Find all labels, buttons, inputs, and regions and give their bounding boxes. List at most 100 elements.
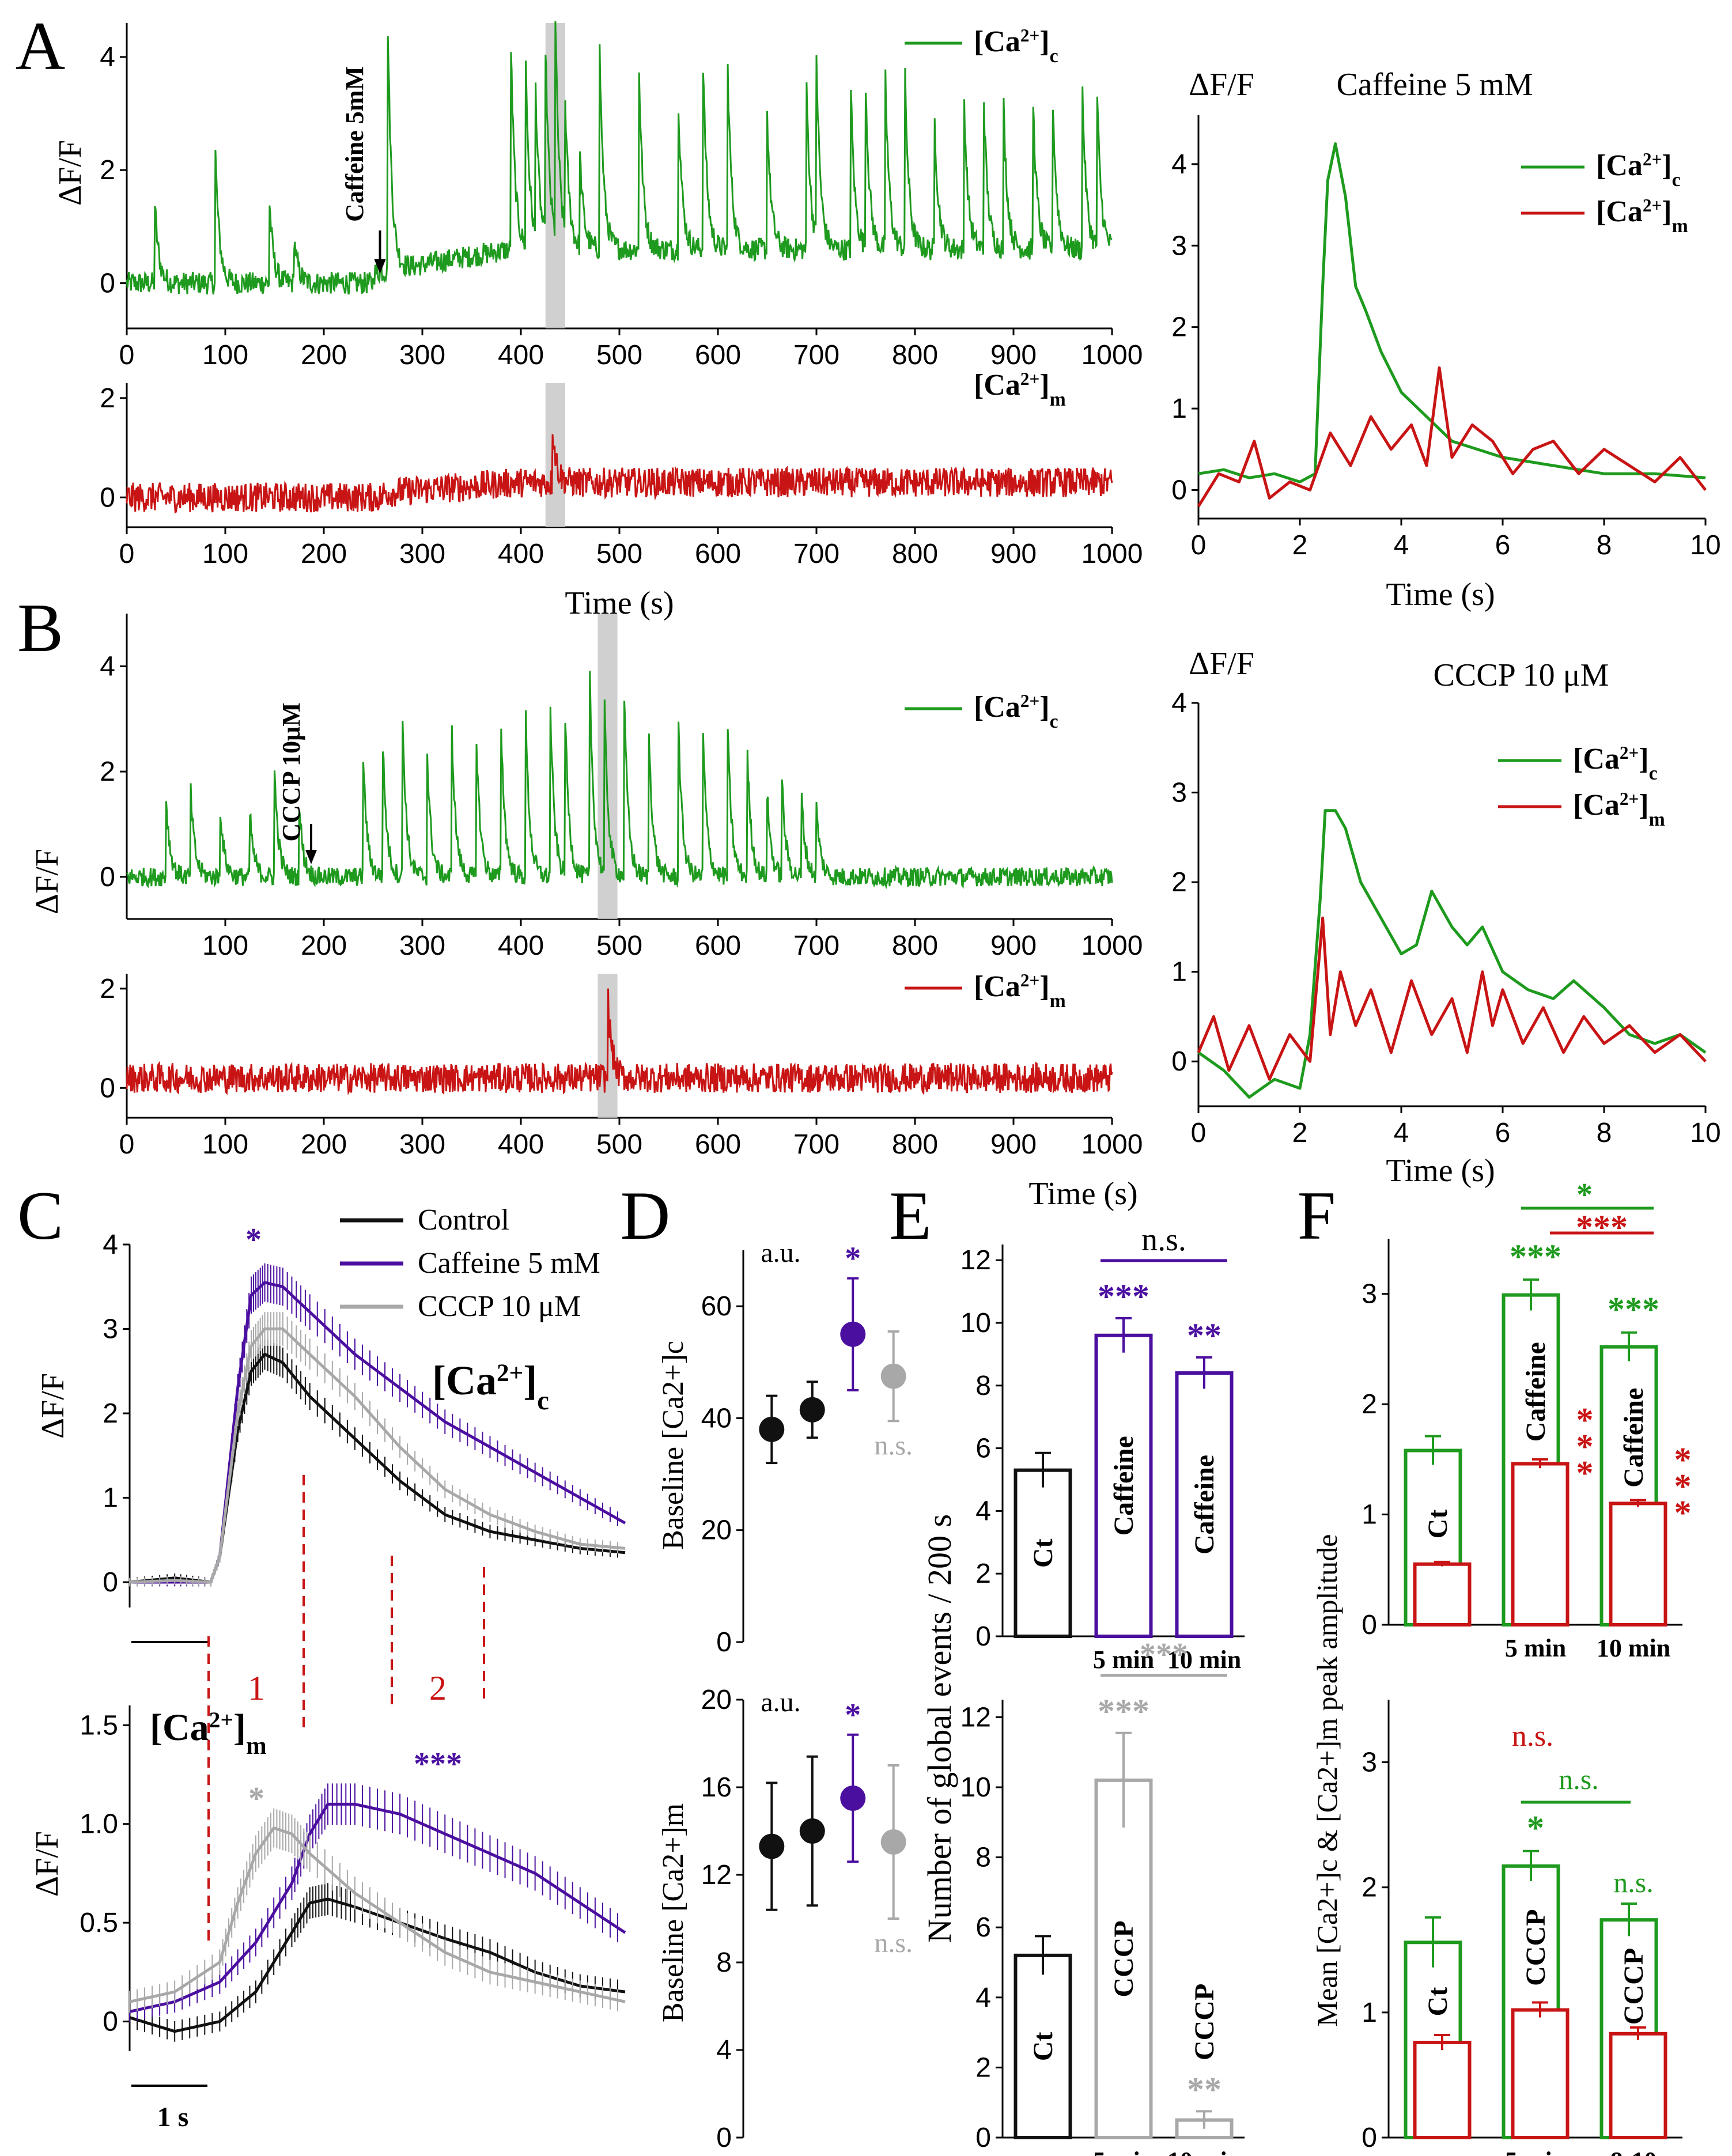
x-tick-label: 200	[301, 539, 347, 569]
x-tick-label: 300	[399, 539, 445, 569]
D-bottom-axes: 0 4 8 12 16 20 * n.s.	[701, 1685, 913, 2153]
y-tick-label: 1.5	[80, 1710, 118, 1741]
significance-mark: n.s.	[874, 1928, 913, 1958]
panel-letter-C: C	[17, 1177, 63, 1254]
zoom-series-line	[1197, 916, 1707, 1081]
y-tick-label: 1.0	[80, 1809, 118, 1840]
stim-annotation: CCCP 10μM	[277, 702, 305, 841]
bar-sublabel: 10 min	[1167, 1646, 1241, 1674]
chem-sub: c	[1672, 169, 1681, 191]
y-tick-label: 0	[1171, 1046, 1187, 1077]
group-label: Ct	[1423, 1987, 1453, 2017]
y-tick-label: 0	[100, 268, 115, 298]
chem-part: [Ca	[150, 1707, 209, 1749]
bar-label: Caffeine	[1189, 1455, 1220, 1554]
y-tick-label: 0	[716, 1627, 732, 1658]
y-tick-label: 1	[103, 1483, 118, 1514]
legend-label: [Ca2+]m	[1596, 195, 1688, 237]
chem-part: [Ca	[974, 369, 1020, 402]
group-label: CCCP	[1618, 1948, 1649, 2025]
bar-m	[1609, 1501, 1667, 1627]
F-bottom-axes: 0123CtCCCP5 min*CCCP8-10minn.s.n.s.n.s.	[1362, 1700, 1682, 2156]
significance-mark: ***	[1608, 1291, 1659, 1329]
significance-mark: n.s.	[1613, 1866, 1653, 1898]
y-tick-label: 3	[1362, 1279, 1377, 1310]
y-tick-label: 2	[1171, 312, 1187, 343]
significance-mark: *	[1576, 1401, 1594, 1439]
chem-sup: 2+	[497, 1360, 523, 1387]
unit-label: a.u.	[761, 1687, 800, 1718]
y-axis-label: Baseline [Ca2+]c	[657, 1341, 690, 1550]
trace-label: [Ca2+]c	[432, 1357, 549, 1416]
chem-sup: 2+	[1620, 743, 1639, 763]
chem-sub: m	[1050, 389, 1066, 410]
x-tick-label: 900	[990, 340, 1037, 370]
mean-trace	[129, 1826, 626, 2003]
x-tick-label: 900	[990, 931, 1037, 961]
chem-part: [Ca	[974, 25, 1020, 58]
zoom-series-line	[1197, 809, 1707, 1099]
trace-line	[126, 988, 1113, 1095]
A-trace-m-axes: 0 2 0 100 200 300 400 500 600 700 800 900 1000 [Ca2+]…	[100, 369, 1143, 570]
chem-sup: 2+	[1020, 25, 1039, 46]
y-tick-label: 3	[1362, 1748, 1377, 1778]
x-tick-label: 1000	[1081, 931, 1143, 961]
chem-part: ]	[1639, 743, 1648, 776]
stim-annotation: Caffeine 5mM	[341, 66, 369, 222]
trace-line	[126, 434, 1113, 514]
region-label: 1	[248, 1669, 265, 1707]
y-tick-label: 2	[975, 1559, 991, 1589]
bar-label: Ct	[1028, 1539, 1058, 1568]
significance-mark: *	[845, 1697, 861, 1733]
bar-sublabel: 10 min	[1167, 2147, 1241, 2156]
x-tick-label: 10	[1690, 530, 1720, 561]
y-tick-label: 0	[975, 2123, 991, 2153]
significance-mark: ***	[1098, 1692, 1149, 1730]
significance-text: n.s.	[1512, 1720, 1553, 1753]
chem-part: ]	[233, 1707, 246, 1749]
panel-letter-D: D	[621, 1177, 671, 1254]
x-tick-label: 100	[202, 340, 248, 370]
y-tick-label: 0	[100, 482, 115, 513]
chem-sub: m	[1672, 215, 1688, 237]
bar-label: CCCP	[1109, 1920, 1139, 1997]
y-tick-label: 12	[701, 1860, 732, 1890]
group-sublabel: 5 min	[1505, 2147, 1566, 2156]
y-tick-label: 3	[1171, 230, 1187, 261]
group-label: Ct	[1423, 1510, 1453, 1539]
x-tick-label: 2	[1292, 1118, 1308, 1148]
y-tick-label: 12	[960, 1245, 991, 1276]
chem-sub: m	[1050, 990, 1066, 1012]
unit-label: a.u.	[761, 1238, 800, 1268]
x-tick-label: 1000	[1081, 539, 1143, 569]
x-tick-label: 6	[1495, 530, 1511, 561]
y-axis-label: ΔF/F	[35, 1373, 71, 1439]
significance-mark: ***	[414, 1746, 462, 1782]
x-tick-label: 0	[1191, 1118, 1207, 1148]
group-sublabel: 5 min	[1505, 1634, 1566, 1662]
legend-label: [Ca2+]c	[1573, 743, 1658, 784]
y-tick-label: 1	[1362, 1500, 1377, 1530]
y-axis-label: Baseline [Ca2+]m	[657, 1803, 690, 2022]
significance-mark: **	[1187, 2070, 1222, 2108]
y-tick-label: 2	[1171, 867, 1187, 898]
y-tick-label: 1	[1171, 957, 1187, 988]
group-label: Caffeine	[1618, 1388, 1649, 1488]
y-tick-label: 10	[960, 1308, 991, 1338]
chem-part: ]	[1662, 195, 1672, 228]
x-tick-label: 800	[892, 931, 938, 961]
bar-sublabel: 5 min	[1093, 1646, 1154, 1674]
y-tick-label: 0	[716, 2123, 732, 2153]
group-label: CCCP	[1521, 1909, 1551, 1986]
mean-trace	[129, 1802, 626, 2013]
chem-part: ]	[523, 1357, 537, 1404]
group-sublabel: 8-10	[1610, 2147, 1657, 2156]
y-axis-label: Mean [Ca2+]c & [Ca2+]m peak amplitude	[1311, 1534, 1343, 2027]
chem-part: ]	[1039, 369, 1049, 402]
bar-m	[1413, 2040, 1472, 2139]
x-tick-label: 200	[301, 340, 347, 370]
